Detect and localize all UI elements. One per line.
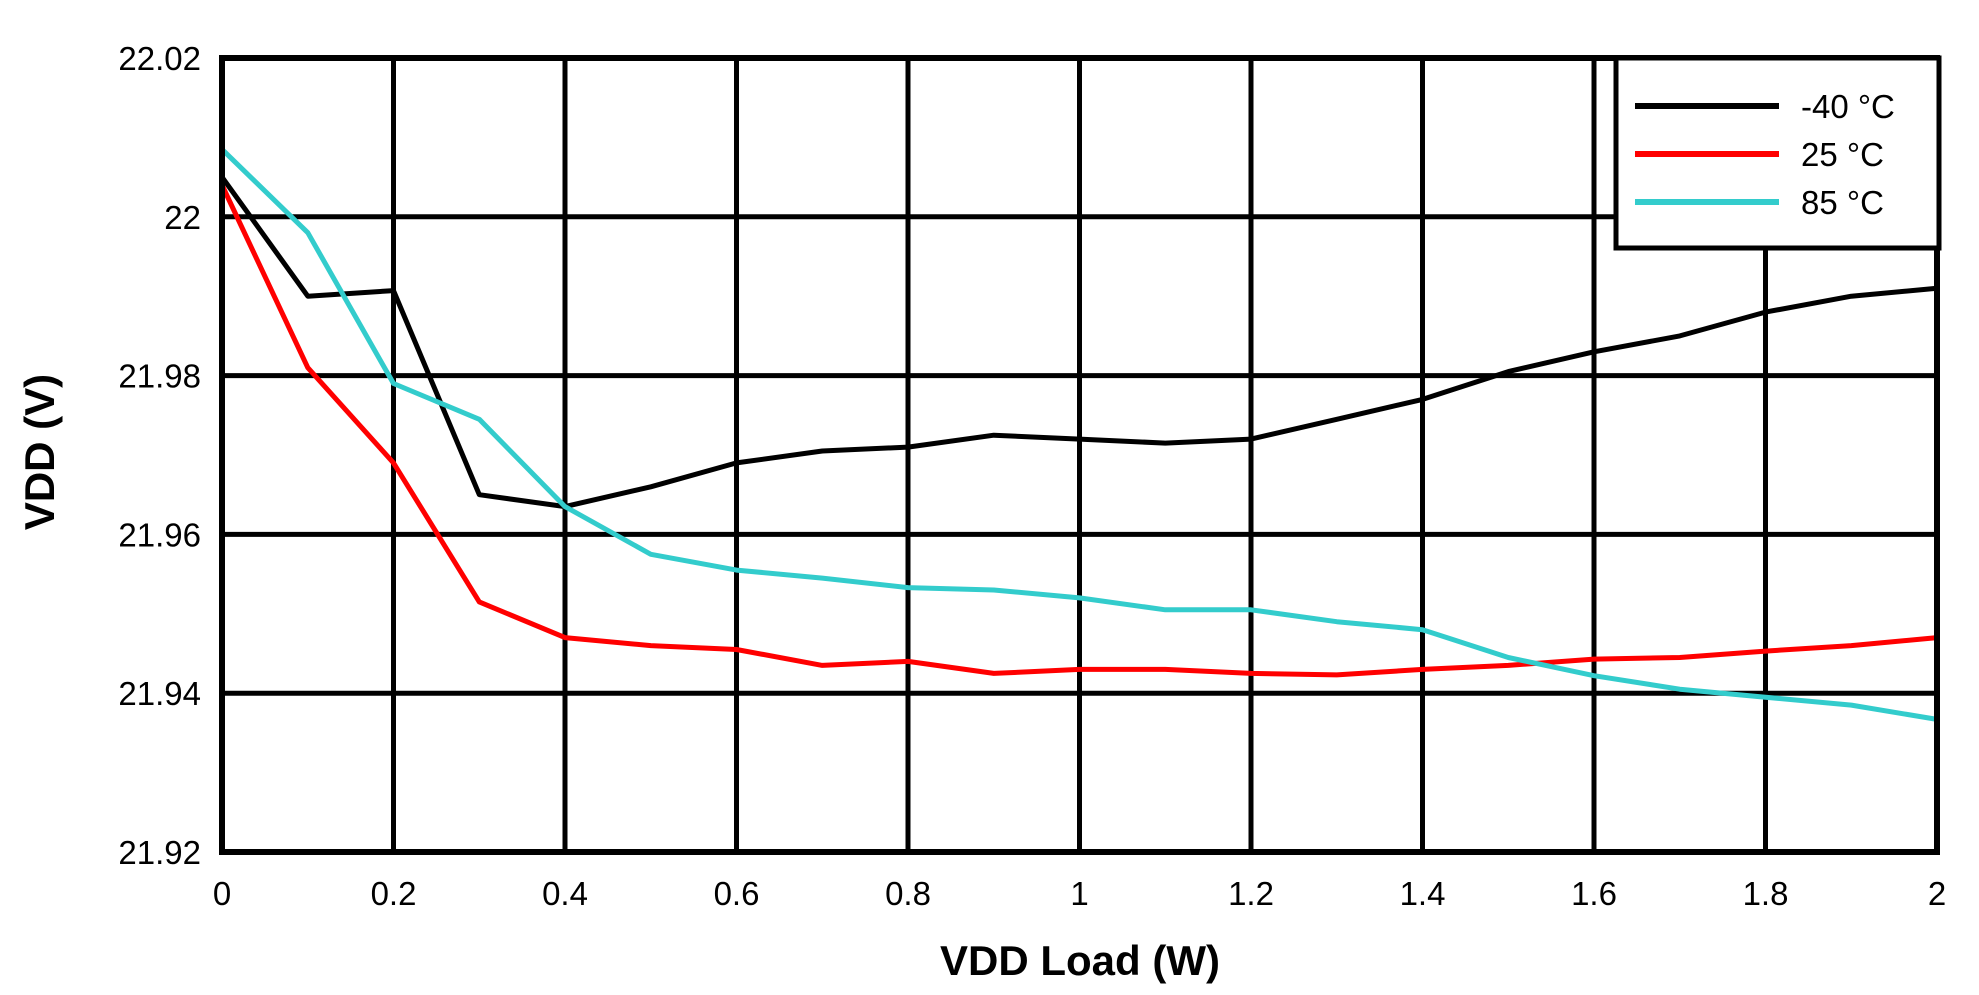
x-tick-label: 0.8 xyxy=(885,875,931,912)
x-axis-ticks: 0 0.2 0.4 0.6 0.8 1 1.2 1.4 1.6 1.8 2 xyxy=(213,875,1946,912)
series-line xyxy=(220,147,1938,722)
x-tick-label: 1.8 xyxy=(1743,875,1789,912)
x-tick-label: 0 xyxy=(213,875,231,912)
y-tick-label: 21.92 xyxy=(118,834,201,871)
data-series xyxy=(219,147,1938,722)
y-tick-label: 21.96 xyxy=(118,516,201,553)
x-tick-label: 1.2 xyxy=(1228,875,1274,912)
plot-frame xyxy=(219,55,1940,855)
y-tick-label: 21.94 xyxy=(118,675,201,712)
y-axis-title: VDD (V) xyxy=(16,374,63,530)
series-line xyxy=(219,175,1938,510)
legend-label: -40 °C xyxy=(1801,88,1895,125)
y-axis-ticks: 22.02 22 21.98 21.96 21.94 21.92 xyxy=(118,40,201,871)
x-axis-title: VDD Load (W) xyxy=(940,937,1220,984)
x-tick-label: 0.6 xyxy=(714,875,760,912)
legend: -40 °C 25 °C 85 °C xyxy=(1613,55,1942,251)
x-tick-label: 1.4 xyxy=(1400,875,1446,912)
x-tick-label: 2 xyxy=(1928,875,1946,912)
x-tick-label: 1 xyxy=(1070,875,1088,912)
series-line xyxy=(219,183,1938,678)
legend-label: 85 °C xyxy=(1801,184,1884,221)
y-tick-label: 22 xyxy=(164,199,201,236)
x-tick-label: 1.6 xyxy=(1571,875,1617,912)
legend-label: 25 °C xyxy=(1801,136,1884,173)
x-tick-label: 0.2 xyxy=(371,875,417,912)
y-tick-label: 22.02 xyxy=(118,40,201,77)
y-tick-label: 21.98 xyxy=(118,358,201,395)
x-tick-label: 0.4 xyxy=(542,875,588,912)
